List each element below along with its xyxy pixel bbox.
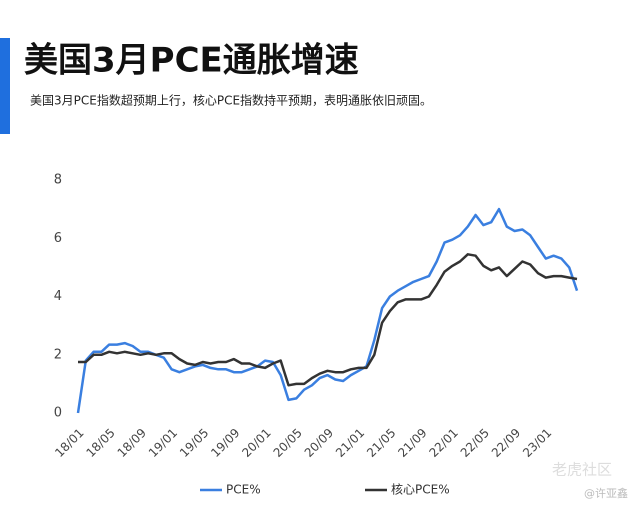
- x-tick-label: 18/09: [115, 426, 149, 460]
- watermark: 老虎社区: [552, 461, 612, 479]
- x-tick-label: 20/09: [302, 426, 336, 460]
- x-tick-label: 21/09: [395, 426, 429, 460]
- x-tick-label: 22/09: [489, 426, 523, 460]
- x-tick-label: 19/01: [146, 426, 180, 460]
- x-tick-label: 20/01: [239, 426, 273, 460]
- y-tick-label: 2: [54, 347, 62, 362]
- accent-bar: [0, 38, 10, 134]
- chart-title: 美国3月PCE通胀增速: [24, 41, 359, 81]
- subtitle: 美国3月PCE指数超预期上行，核心PCE指数持平预期，表明通胀依旧顽固。: [30, 93, 432, 108]
- legend-label: 核心PCE%: [391, 483, 450, 497]
- y-tick-label: 0: [54, 406, 62, 421]
- x-tick-label: 19/09: [208, 426, 242, 460]
- watermark-author: @许亚鑫: [584, 486, 628, 500]
- x-tick-label: 19/05: [177, 426, 211, 460]
- y-tick-label: 4: [54, 289, 62, 304]
- x-tick-label: 21/01: [333, 426, 367, 460]
- legend-label: PCE%: [226, 483, 261, 497]
- line-series: [76, 207, 579, 414]
- x-tick-label: 20/05: [271, 426, 305, 460]
- x-tick-label: 18/01: [52, 426, 86, 460]
- x-tick-label: 18/05: [83, 426, 117, 460]
- y-tick-label: 6: [54, 231, 62, 246]
- x-tick-label: 23/01: [520, 426, 554, 460]
- x-tick-label: 22/05: [458, 426, 492, 460]
- x-tick-label: 21/05: [364, 426, 398, 460]
- y-tick-label: 8: [54, 173, 62, 188]
- x-tick-label: 22/01: [426, 426, 460, 460]
- line-series: [78, 253, 578, 387]
